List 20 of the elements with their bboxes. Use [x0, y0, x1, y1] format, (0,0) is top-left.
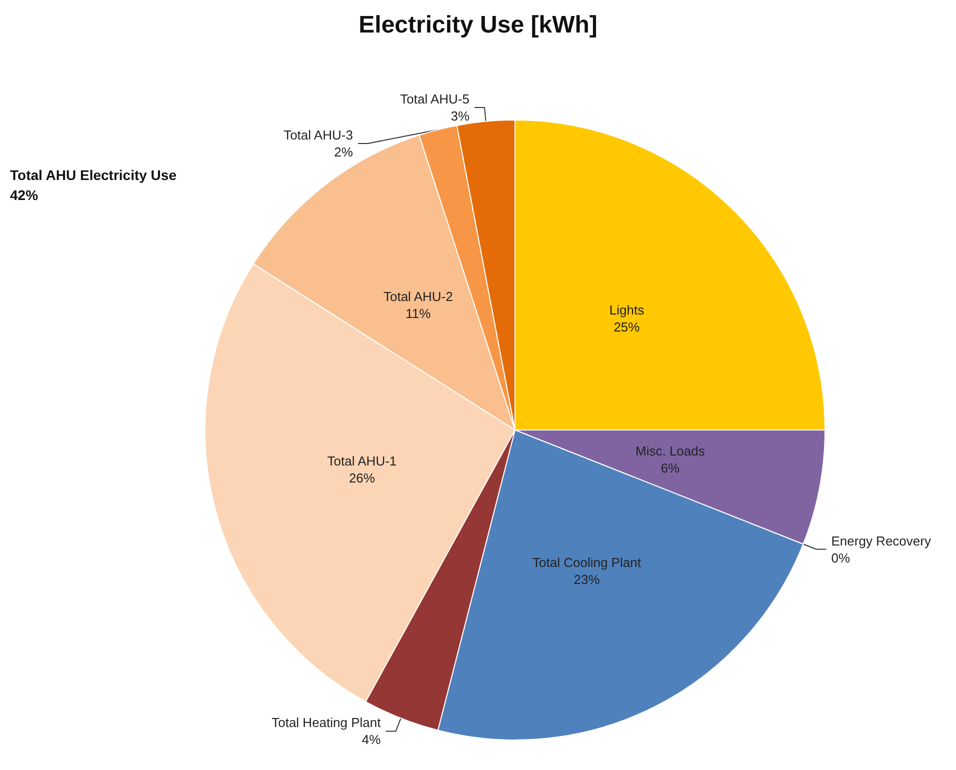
data-label: 4% [362, 732, 382, 748]
slice-label: Total AHU-3 [284, 127, 353, 142]
chart-title: Electricity Use [kWh] [358, 12, 598, 38]
data-label: 2% [334, 144, 354, 160]
slice-label: Total Heating Plant [272, 715, 382, 730]
slice-label: Total AHU-1 [327, 453, 397, 468]
slice-label: Total AHU-5 [400, 91, 470, 106]
text: Total AHU Electricity Use 42% [10, 167, 177, 203]
data-label: 26% [348, 470, 376, 486]
slice-label: Total AHU-2 [383, 289, 453, 304]
data-label: 23% [574, 572, 600, 587]
legend-label: Energy Recovery [831, 533, 932, 548]
data-label: 25% [614, 319, 640, 334]
data-label: 3% [450, 108, 470, 124]
slice-label: Misc. Loads [636, 444, 706, 459]
slice-label: Total Cooling Plant [532, 554, 642, 570]
text: 0% [831, 550, 850, 566]
data-label: 6% [660, 460, 680, 476]
data-label: 11% [406, 306, 432, 322]
slice-label: Lights [609, 302, 645, 318]
